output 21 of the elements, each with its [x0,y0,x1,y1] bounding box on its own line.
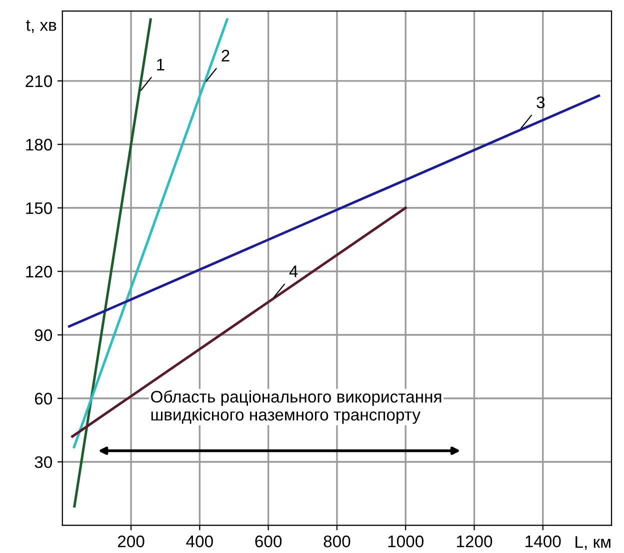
y-tick-label: 150 [26,202,52,214]
x-tick-label: 1000 [388,536,424,548]
y-tick-label: 90 [34,329,52,342]
x-tick-label: 400 [186,536,213,548]
annotation: Область раціонального використання швидкісного наземного транспорту [151,390,442,424]
x-tick-label: 200 [118,536,144,548]
series-label: 2 [222,50,230,62]
x-axis-title: L, км [576,536,610,550]
y-tick-label: 120 [26,266,52,278]
y-tick-label: 30 [34,456,52,468]
y-tick-label: 210 [26,75,52,88]
x-tick-label: 600 [255,536,282,548]
y-tick-label: 180 [26,138,52,151]
series-label: 3 [536,96,545,108]
x-tick-label: 1400 [526,536,561,548]
x-tick-label: 800 [324,536,350,548]
y-tick-label: 60 [34,392,52,405]
x-tick-label: 1200 [456,536,492,548]
series-label: 4 [289,266,298,278]
series-label: 1 [157,58,164,70]
y-axis-title: t, хв [26,20,56,33]
